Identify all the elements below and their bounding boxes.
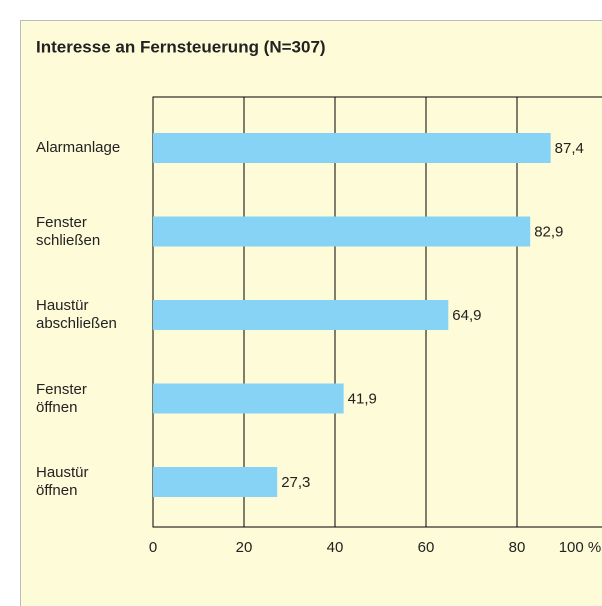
category-label: Fenster öffnen bbox=[36, 380, 87, 416]
bar bbox=[153, 300, 449, 330]
bar bbox=[153, 133, 551, 163]
value-label: 82,9 bbox=[534, 223, 563, 240]
category-label: Alarmanlage bbox=[36, 139, 121, 156]
value-label: 87,4 bbox=[555, 140, 584, 157]
x-tick-label: 40 bbox=[327, 539, 344, 556]
x-tick-label: 80 bbox=[509, 539, 526, 556]
bar bbox=[153, 383, 344, 414]
x-tick-label: 0 bbox=[149, 539, 157, 556]
bar bbox=[153, 216, 531, 247]
value-label: 27,3 bbox=[281, 474, 310, 491]
x-tick-label: 60 bbox=[418, 539, 435, 556]
category-label: Haustür abschließen bbox=[36, 297, 117, 332]
bar bbox=[153, 467, 278, 497]
x-tick-label: 20 bbox=[236, 539, 253, 556]
value-label: 64,9 bbox=[452, 307, 481, 324]
category-label: Haustür öffnen bbox=[36, 464, 89, 499]
value-label: 41,9 bbox=[348, 390, 377, 407]
chart-title: Interesse an Fernsteuerung (N=307) bbox=[36, 37, 326, 56]
x-tick-label: 100 % bbox=[559, 539, 602, 556]
category-label: Fenster schließen bbox=[36, 213, 101, 249]
